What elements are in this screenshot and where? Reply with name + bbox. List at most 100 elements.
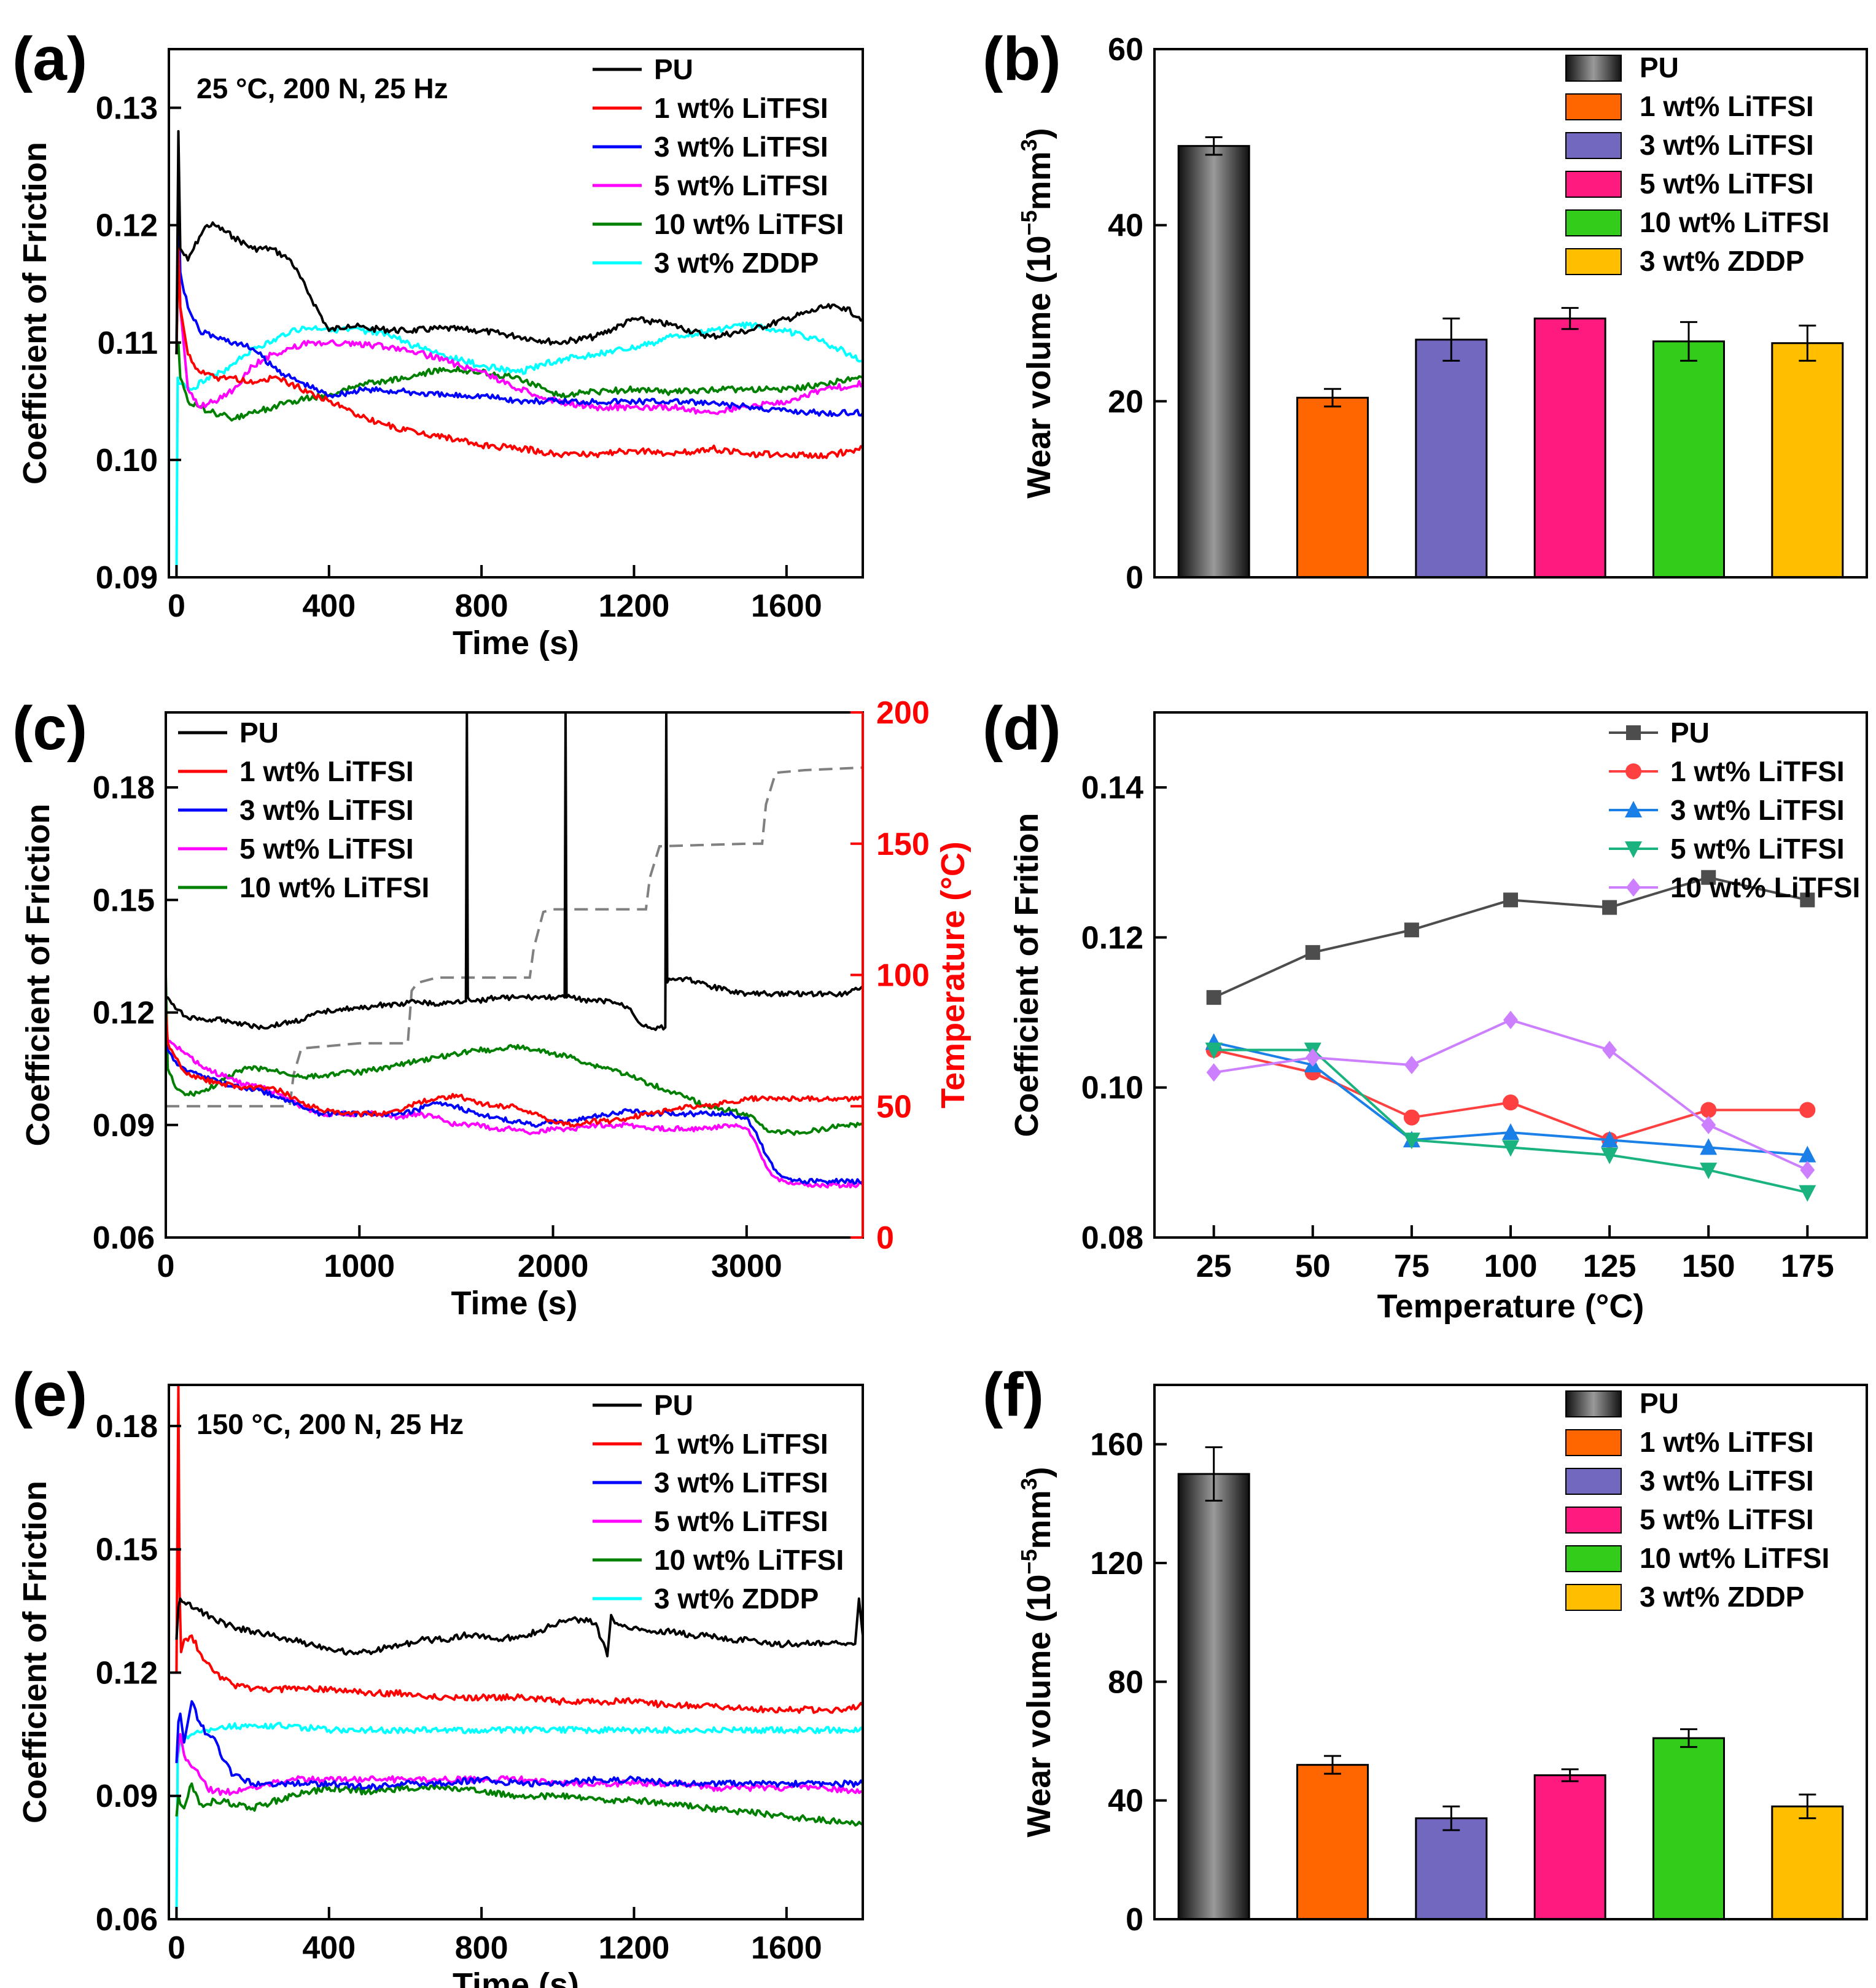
- data-point-1-wt-litfsi: [1503, 1094, 1519, 1111]
- x-tick-label: 1200: [599, 588, 670, 624]
- legend-label: 10 wt% LiTFSI: [239, 871, 429, 903]
- series-line-3-wt-litfsi: [175, 1700, 863, 1791]
- y-axis-label-part: Wear volume (10: [1021, 1574, 1057, 1837]
- legend-label: 1 wt% LiTFSI: [654, 1428, 828, 1460]
- series-line-3-wt-zddp: [173, 321, 863, 577]
- series-line-temperature: [166, 766, 863, 1108]
- y-axis-label-part: 3: [1016, 139, 1041, 151]
- data-point-5-wt-litfsi: [1205, 1042, 1223, 1059]
- plot-frame: [1153, 1384, 1868, 1920]
- y-tick-label: 0.09: [93, 1108, 155, 1144]
- legend-label: 1 wt% LiTFSI: [239, 755, 414, 787]
- data-point-10-wt-litfsi: [1305, 1048, 1320, 1067]
- panel-d: 0.08 0.10 0.12 0.14 25 50 75 100 125 150 175 Temper…: [983, 694, 1868, 1325]
- legend-swatch-3-wt-litfsi: [1565, 1468, 1622, 1495]
- series-line-5-wt-litfsi: [175, 1733, 863, 1796]
- y-tick-label: 0.12: [93, 996, 155, 1031]
- y-tick-label: 0.13: [96, 91, 158, 127]
- y-axis-label-part: −5: [1016, 210, 1041, 235]
- series-line-1-wt-litfsi: [166, 1008, 863, 1128]
- data-point-3-wt-litfsi: [1502, 1123, 1519, 1140]
- legend-marker-3-wt-litfsi: [1625, 801, 1642, 817]
- y-axis-label: Coefficient of Friction: [20, 804, 56, 1147]
- y-tick-label: 0.10: [1081, 1070, 1143, 1106]
- data-point-1-wt-litfsi: [1700, 1102, 1717, 1118]
- y-tick-label: 100: [876, 958, 930, 994]
- series-line-5-wt-litfsi: [175, 212, 863, 415]
- legend-marker-10-wt-litfsi: [1626, 878, 1641, 897]
- y-tick-label: 120: [1090, 1546, 1143, 1581]
- legend-swatch-5-wt-litfsi: [1565, 171, 1622, 198]
- data-point-10-wt-litfsi: [1503, 1010, 1518, 1029]
- data-point-10-wt-litfsi: [1602, 1040, 1617, 1059]
- data-point-10-wt-litfsi: [1701, 1115, 1716, 1134]
- condition-annotation: 25 °C, 200 N, 25 Hz: [197, 72, 448, 104]
- x-tick-label: 150: [1682, 1249, 1735, 1284]
- y-tick-label: 0.06: [93, 1220, 155, 1256]
- legend-label: 1 wt% LiTFSI: [1640, 90, 1814, 122]
- series-group: [173, 1385, 863, 1919]
- data-point-3-wt-litfsi: [1700, 1138, 1718, 1155]
- legend-label: 3 wt% ZDDP: [1640, 1581, 1804, 1613]
- legend-label: PU: [1640, 52, 1679, 84]
- x-tick-label: 2000: [518, 1249, 589, 1284]
- bar-1-wt-litfsi: [1296, 397, 1369, 579]
- y-tick-label: 0.14: [1081, 770, 1143, 806]
- series-line-3-wt-litfsi: [175, 189, 863, 418]
- legend-label: 3 wt% LiTFSI: [1640, 1465, 1814, 1497]
- panel-e: 0.06 0.09 0.12 0.15 0.18 0 400 800 1200 1600 Time …: [12, 1360, 864, 1988]
- x-axis-label: Time (s): [453, 1967, 579, 1988]
- data-point-3-wt-litfsi: [1601, 1131, 1619, 1148]
- legend-label: 10 wt% LiTFSI: [1640, 1542, 1829, 1574]
- x-tick-label: 100: [1484, 1249, 1538, 1284]
- series-line-pu: [166, 712, 863, 1031]
- y-axis-label: Coefficient of Friction: [17, 142, 53, 485]
- x-axis-label: Time (s): [453, 625, 579, 661]
- x-tick-label: 3000: [711, 1249, 782, 1284]
- legend-swatch-10-wt-litfsi: [1565, 209, 1622, 236]
- x-axis-label: Temperature (°C): [1377, 1288, 1644, 1325]
- legend-label: 3 wt% LiTFSI: [654, 1467, 828, 1499]
- data-point-1-wt-litfsi: [1403, 1109, 1420, 1126]
- y-tick-label: 0.08: [1081, 1220, 1143, 1256]
- legend-label: 3 wt% LiTFSI: [1640, 129, 1814, 161]
- data-point-pu: [1404, 922, 1419, 938]
- panel-a: 0.09 0.10 0.11 0.12 0.13 0 400 800 1200 1600 Time …: [12, 25, 864, 661]
- legend-marker-1-wt-litfsi: [1625, 763, 1641, 779]
- data-point-10-wt-litfsi: [1800, 1161, 1815, 1180]
- y-tick-label: 0.15: [93, 883, 155, 918]
- legend-label: 5 wt% LiTFSI: [654, 170, 828, 201]
- y-axis-label: Coefficient of Frition: [1008, 813, 1045, 1137]
- panel-label: (d): [983, 694, 1061, 763]
- legend-swatch-pu: [1565, 1390, 1622, 1417]
- y-tick-label: 0.10: [96, 443, 158, 478]
- bar-1-wt-litfsi: [1296, 1764, 1369, 1920]
- legend-label: PU: [654, 1389, 693, 1421]
- y-axis-label-part: 3: [1016, 1478, 1041, 1490]
- legend-label: 3 wt% ZDDP: [654, 1583, 819, 1615]
- y-tick-label: 0.11: [98, 325, 158, 361]
- y-axis-label: Coefficient of Friction: [17, 1481, 53, 1823]
- data-point-pu: [1800, 892, 1815, 908]
- plot-frame: [168, 48, 864, 579]
- legend-label: 3 wt% ZDDP: [1640, 245, 1804, 277]
- legend-label: 3 wt% LiTFSI: [654, 131, 828, 163]
- condition-annotation: 150 °C, 200 N, 25 Hz: [197, 1408, 464, 1440]
- panel-label: (b): [983, 25, 1061, 93]
- bar-pu: [1177, 145, 1250, 579]
- legend-label: 1 wt% LiTFSI: [1640, 1426, 1814, 1458]
- data-point-pu: [1602, 900, 1617, 915]
- series-group: [173, 130, 863, 577]
- bar-10-wt-litfsi: [1652, 340, 1725, 579]
- y-axis-label-part: ): [1021, 128, 1057, 139]
- y-tick-label: 0.18: [93, 770, 155, 806]
- legend-label: 5 wt% LiTFSI: [654, 1505, 828, 1537]
- x-tick-label: 50: [1295, 1249, 1331, 1284]
- bar-pu: [1177, 1473, 1250, 1920]
- y-tick-label: 0.06: [96, 1902, 158, 1938]
- data-point-3-wt-litfsi: [1799, 1145, 1816, 1163]
- y-tick-label: 150: [876, 827, 930, 862]
- panel-label: (e): [12, 1360, 87, 1429]
